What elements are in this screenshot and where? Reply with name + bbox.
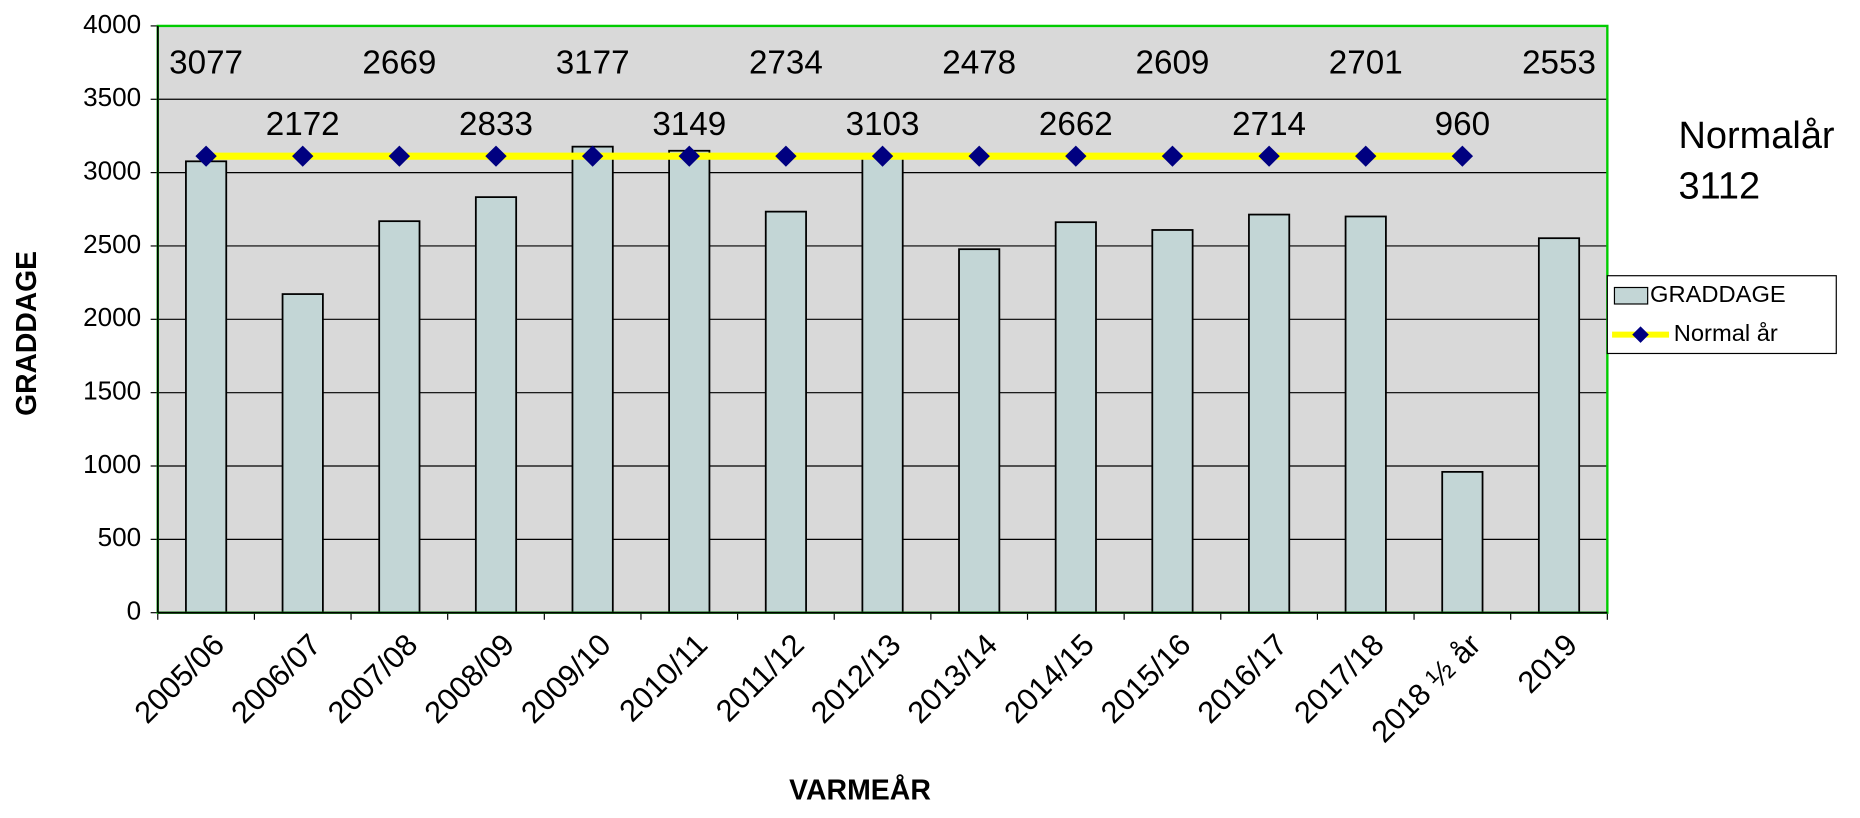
- value-label: 3077: [169, 45, 243, 82]
- x-axis-label: VARMEÅR: [789, 774, 931, 806]
- legend-label: GRADDAGE: [1650, 282, 1786, 308]
- bar: [378, 220, 421, 614]
- value-label: 3177: [556, 45, 630, 82]
- value-label: 2662: [1039, 106, 1113, 143]
- y-tick-label: 2500: [83, 229, 141, 259]
- bar: [1248, 213, 1291, 614]
- x-tick-label: 2005/06: [127, 627, 231, 730]
- value-label: 2553: [1522, 45, 1596, 82]
- value-label: 2172: [266, 106, 340, 143]
- value-label: 3149: [652, 106, 726, 143]
- value-label: 2701: [1329, 45, 1403, 82]
- legend-swatch: [1632, 326, 1649, 343]
- bar: [571, 145, 614, 614]
- value-label: 3103: [846, 106, 920, 143]
- value-label: 2609: [1136, 45, 1210, 82]
- marker: [1161, 145, 1184, 167]
- x-tick-label: 2008/09: [417, 627, 521, 730]
- x-tick-label: 2016/17: [1190, 627, 1294, 730]
- y-axis-label: GRADDAGE: [11, 251, 43, 416]
- bar: [668, 149, 711, 614]
- x-tick-label: 2006/07: [224, 627, 328, 730]
- y-tick-label: 500: [98, 522, 142, 552]
- x-tick-label: 2007/08: [321, 627, 425, 730]
- x-tick-label: 2014/15: [997, 627, 1101, 730]
- y-tick-label: 1500: [83, 376, 141, 406]
- bar: [764, 210, 807, 614]
- x-tick-label: 2009/10: [514, 627, 618, 730]
- bar: [1151, 229, 1194, 614]
- x-tick-label: 2019: [1511, 627, 1584, 700]
- bar: [281, 293, 324, 614]
- y-tick-label: 3500: [83, 82, 141, 112]
- legend-swatch: [1613, 286, 1649, 305]
- value-label: 2478: [942, 45, 1016, 82]
- value-label: 2714: [1232, 106, 1306, 143]
- bar: [861, 156, 904, 614]
- bar: [1344, 215, 1387, 614]
- x-tick-label: 2012/13: [804, 627, 908, 730]
- y-tick-label: 0: [127, 596, 142, 626]
- bar: [185, 160, 228, 614]
- bar: [1537, 237, 1581, 614]
- x-tick-label: 2011/12: [709, 627, 811, 728]
- x-tick-label: 2013/14: [901, 627, 1005, 730]
- bar: [1054, 221, 1097, 614]
- legend-label: Normal år: [1674, 320, 1778, 347]
- y-tick-label: 2000: [83, 302, 141, 332]
- bar: [474, 196, 518, 614]
- value-label: 2833: [459, 106, 533, 143]
- annotation: Normalår: [1679, 115, 1835, 157]
- y-tick-label: 3000: [83, 156, 141, 186]
- bar: [1441, 470, 1484, 614]
- value-label: 2669: [362, 45, 436, 82]
- bar: [958, 248, 1001, 614]
- y-tick-label: 4000: [83, 9, 141, 39]
- value-label: 2734: [749, 45, 823, 82]
- x-tick-label: 2015/16: [1094, 627, 1198, 730]
- y-tick-label: 1000: [83, 449, 141, 479]
- value-label: 960: [1435, 106, 1490, 143]
- annotation: 3112: [1679, 166, 1761, 208]
- x-tick-label: 2010/11: [612, 627, 714, 728]
